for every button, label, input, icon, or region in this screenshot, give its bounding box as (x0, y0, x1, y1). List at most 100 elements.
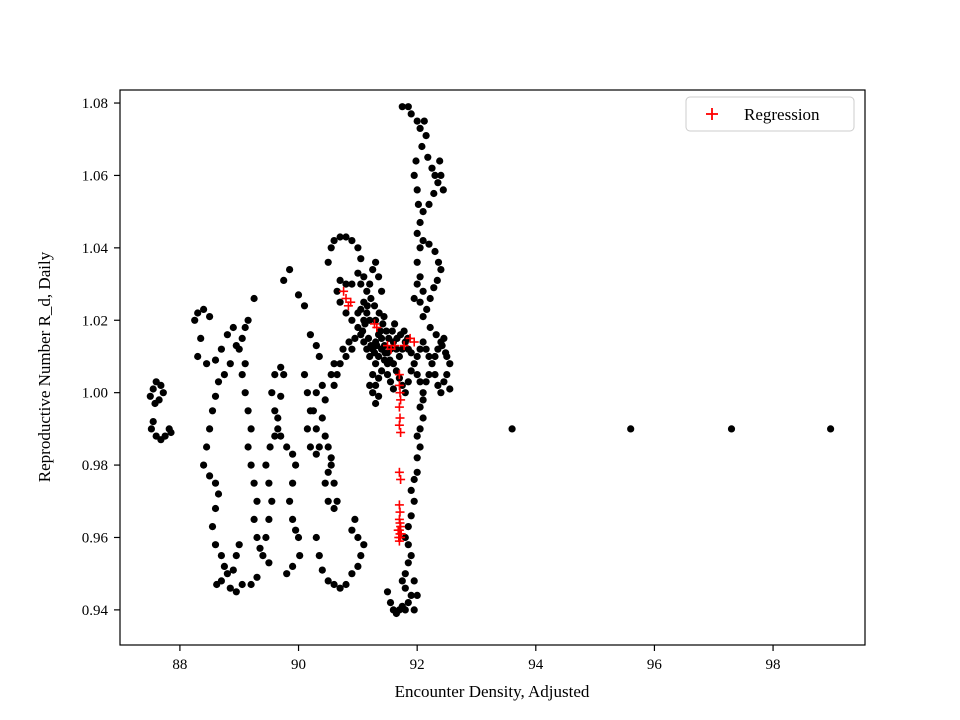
data-point (357, 305, 365, 313)
data-point (430, 284, 438, 292)
data-point (412, 157, 420, 165)
data-point (354, 269, 362, 277)
data-point (300, 371, 309, 379)
data-point (401, 533, 409, 542)
data-point (437, 266, 445, 274)
data-point (354, 533, 362, 542)
data-point (191, 316, 199, 324)
data-point (373, 342, 381, 350)
data-point (401, 389, 409, 397)
data-point (392, 367, 400, 375)
regression-point (393, 525, 403, 535)
data-point (354, 562, 362, 571)
data-point (407, 110, 415, 118)
data-point (413, 117, 421, 125)
data-point (147, 425, 155, 433)
data-point (226, 584, 234, 592)
data-point (327, 371, 335, 379)
data-point (433, 276, 441, 284)
data-point (401, 570, 409, 578)
data-point (203, 443, 211, 451)
data-point (206, 313, 214, 321)
data-point (369, 371, 377, 379)
data-point (348, 345, 356, 353)
data-point (283, 443, 291, 451)
data-point (292, 526, 300, 534)
data-point (238, 371, 246, 379)
data-point (404, 541, 412, 549)
data-point (378, 367, 386, 375)
data-point (241, 360, 249, 368)
data-point (419, 414, 427, 422)
data-point (431, 371, 439, 379)
regression-point (394, 536, 404, 546)
scatter-points-layer (146, 103, 835, 618)
data-point (422, 345, 430, 353)
data-point (277, 432, 285, 440)
plot-area (119, 89, 866, 646)
data-point (416, 218, 424, 227)
data-point (418, 142, 426, 151)
data-point (440, 378, 448, 386)
data-point (389, 385, 397, 393)
data-point (383, 371, 392, 379)
data-point (372, 258, 380, 266)
data-point (372, 381, 380, 389)
data-point (324, 468, 332, 476)
data-point (391, 320, 399, 328)
data-point (312, 425, 320, 433)
data-point (348, 316, 356, 324)
data-point (229, 323, 237, 332)
y-tick-label: 0.94 (82, 603, 109, 619)
data-point (241, 323, 249, 332)
data-point (379, 320, 387, 328)
y-axis-label: Reproductive Number R_d, Daily (35, 251, 54, 482)
data-point (372, 399, 380, 408)
data-point (203, 360, 211, 368)
regression-point (339, 286, 349, 296)
data-point (410, 497, 418, 505)
data-point (383, 588, 392, 596)
data-point (265, 479, 273, 487)
data-point (250, 515, 258, 524)
data-point (369, 389, 377, 397)
data-point (217, 552, 225, 560)
data-point (294, 533, 303, 542)
data-point (336, 276, 344, 284)
data-point (416, 273, 424, 281)
data-point (413, 591, 421, 600)
data-point (413, 229, 421, 237)
data-point (361, 320, 369, 328)
data-point (250, 479, 258, 487)
regression-point (396, 475, 406, 484)
y-tick-label: 1.04 (82, 241, 109, 257)
regression-point (390, 341, 400, 351)
data-point (381, 349, 389, 357)
data-point (727, 425, 736, 433)
data-point (262, 461, 270, 469)
data-point (303, 425, 311, 433)
data-point (271, 371, 279, 379)
data-point (247, 425, 255, 433)
data-point (303, 389, 311, 397)
data-point (280, 371, 288, 379)
data-point (161, 432, 169, 440)
data-point (289, 450, 297, 458)
data-point (318, 414, 326, 422)
data-point (369, 266, 377, 274)
data-point (289, 515, 297, 524)
data-point (422, 378, 430, 386)
data-point (256, 544, 264, 552)
data-point (413, 280, 421, 288)
data-point (241, 389, 249, 397)
data-point (416, 345, 424, 353)
data-point (413, 432, 421, 440)
data-point (416, 124, 424, 132)
data-point (400, 327, 408, 335)
data-point (354, 244, 362, 252)
data-point (360, 273, 368, 281)
data-point (407, 367, 415, 375)
x-tick-label: 98 (766, 657, 781, 673)
data-point (404, 523, 412, 531)
data-point (253, 533, 261, 542)
